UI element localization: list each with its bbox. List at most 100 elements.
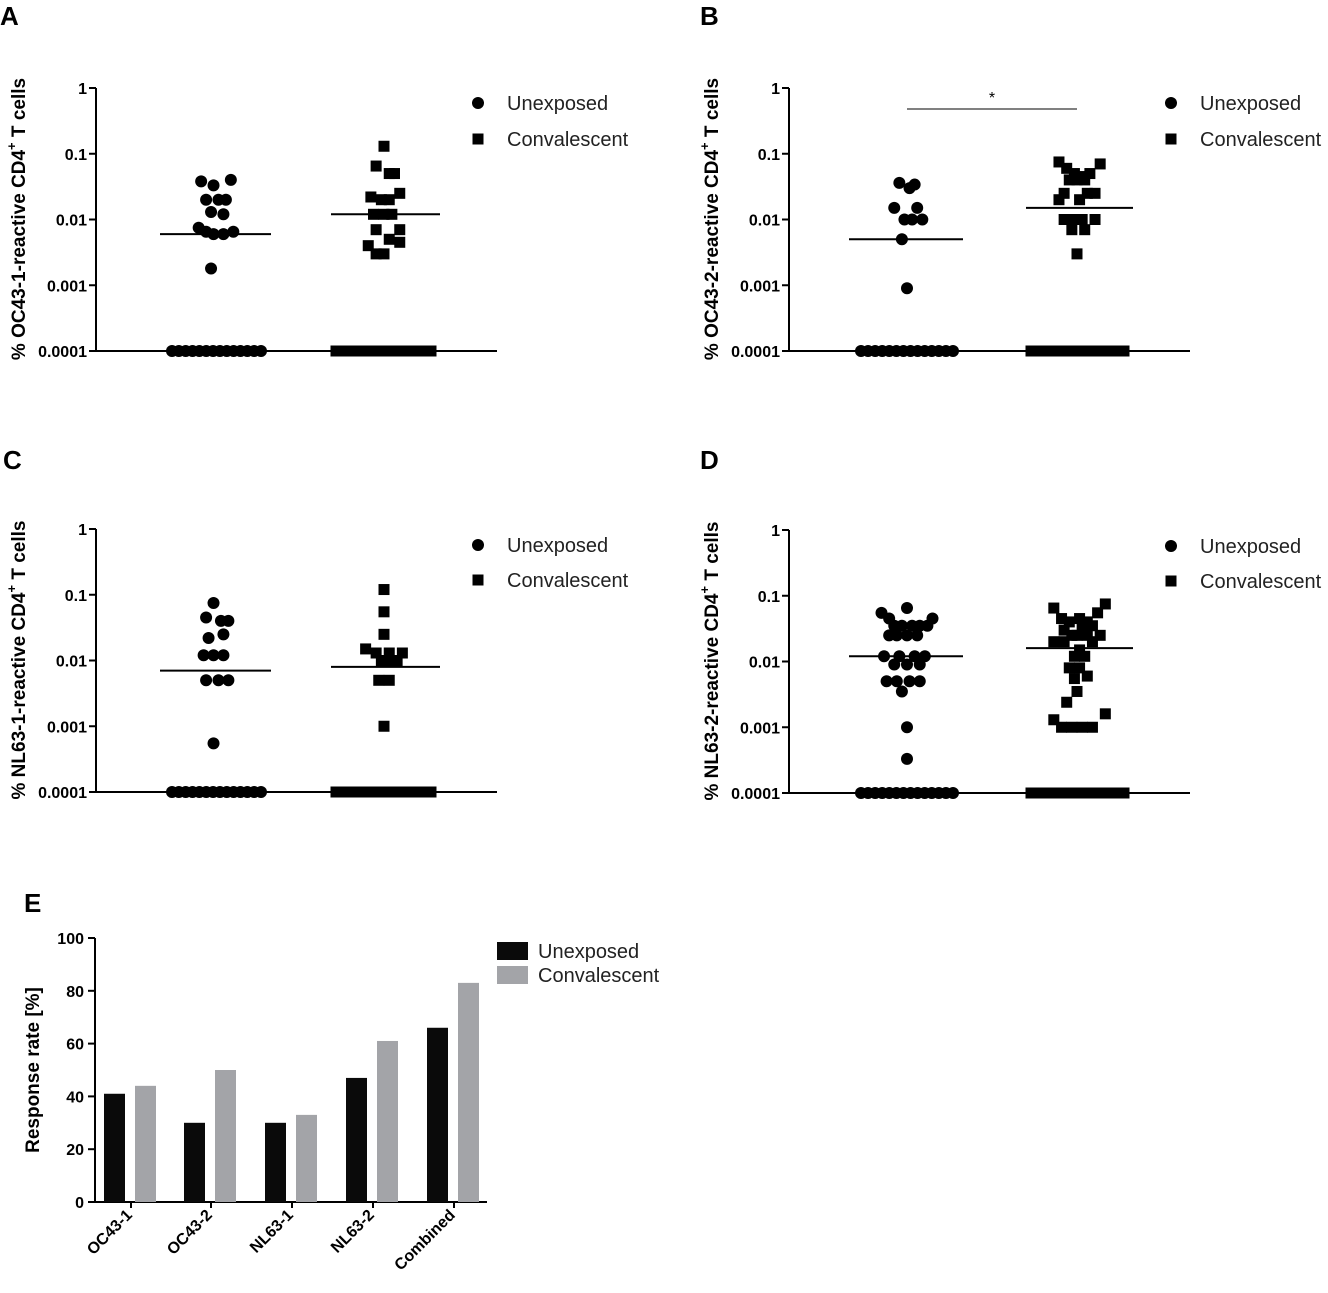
convalescent-zero-point [1075,345,1087,357]
convalescent-point [1068,673,1080,685]
convalescent-zero-point [403,345,415,357]
convalescent-zero-point [345,345,357,357]
convalescent-point [370,160,382,172]
unexposed-point [217,208,230,221]
x-tick-label: OC43-1 [84,1207,136,1259]
convalescent-zero-point [1025,345,1037,357]
legend-circle-icon [472,539,484,551]
y-tick-label: 0.001 [47,719,87,736]
unexposed-point [911,629,924,642]
convalescent-point [1053,194,1065,206]
y-axis-title: Response rate [%] [23,987,44,1153]
convalescent-zero-point [1111,787,1123,799]
y-axis-title: % NL63-2-reactive CD4+ T cells [697,522,723,801]
y-tick-label: 0.1 [65,588,87,605]
unexposed-point [200,611,213,624]
convalescent-point [1056,613,1068,625]
convalescent-point [394,224,406,236]
convalescent-point [396,647,408,659]
legend-label: Unexposed [507,535,608,557]
convalescent-point [378,140,390,152]
convalescent-zero-point [1039,787,1051,799]
unexposed-point [901,602,913,615]
y-axis-title-sup: + [4,142,19,150]
convalescent-zero-point [1082,345,1094,357]
convalescent-point [373,674,385,686]
convalescent-zero-point [381,345,393,357]
y-tick-label: 100 [57,931,84,948]
convalescent-zero-point [1111,345,1123,357]
y-tick-label: 0.0001 [731,344,780,361]
legend-circle-icon [472,97,484,109]
convalescent-point [1061,162,1073,174]
convalescent-point [383,233,395,245]
convalescent-point [1076,620,1088,632]
convalescent-zero-point [1082,787,1094,799]
convalescent-point [1081,187,1093,199]
unexposed-zero-point [947,345,959,357]
convalescent-zero-point [1039,345,1051,357]
panel-c: C 1 0.1 0.01 0.001 0.0001 % NL63-1-reactive CD… [3,445,629,802]
convalescent-zero-point [359,345,371,357]
legend-label: Unexposed [538,941,639,963]
convalescent-point [1074,194,1086,206]
y-axis-title-main: % OC43-2-reactive CD4 [702,150,723,361]
y-tick-label: 80 [66,984,84,1001]
convalescent-point [1066,224,1078,236]
convalescent-zero-point [337,345,349,357]
legend-label: Convalescent [1200,571,1322,593]
unexposed-point [890,675,903,688]
unexposed-point [217,628,230,641]
convalescent-point [1079,224,1091,236]
convalescent-point [1048,714,1060,726]
convalescent-zero-point [403,786,415,798]
convalescent-zero-point [374,786,386,798]
unexposed-point [890,629,903,642]
convalescent-point [362,240,374,252]
unexposed-point [901,629,913,642]
convalescent-point [1074,644,1086,656]
legend-convalescent-swatch [497,966,528,984]
unexposed-point [197,649,210,662]
unexposed-zero-point [255,786,267,798]
y-tick-label: 1 [771,81,780,98]
convalescent-point [1099,708,1111,720]
unexposed-point [205,206,218,219]
y-tick-label: 1 [78,522,87,539]
convalescent-zero-point [330,345,342,357]
unexposed-point [906,213,919,226]
convalescent-zero-point [410,345,422,357]
convalescent-point [391,655,403,666]
unexposed-bar-nl63-1 [265,1122,286,1202]
convalescent-point [378,720,390,732]
panel-letter-a: A [0,1,19,31]
convalescent-zero-point [345,786,357,798]
y-axis-title-main: % NL63-1-reactive CD4 [9,592,30,799]
y-tick-label: 1 [78,81,87,98]
unexposed-point [901,282,913,295]
convalescent-point [378,628,390,640]
x-tick-label: Combined [391,1207,458,1274]
unexposed-point [200,674,213,687]
convalescent-point [1048,636,1060,648]
convalescent-point [1089,214,1101,225]
panel-b: B 1 0.1 0.01 0.001 0.0001 % OC43-2-reactive CD… [697,1,1322,361]
convalescent-point [1068,214,1080,225]
y-tick-label: 20 [66,1142,84,1159]
legend-label: Convalescent [507,570,629,592]
convalescent-point [1086,620,1098,632]
convalescent-point [375,194,387,206]
convalescent-point [394,236,406,248]
unexposed-point [222,674,235,687]
convalescent-point [1079,174,1091,186]
convalescent-point [1058,187,1070,199]
convalescent-zero-point [1104,345,1116,357]
legend-square-icon [472,574,484,586]
convalescent-zero-point [425,345,437,357]
y-axis-title-suffix: T cells [702,522,723,586]
convalescent-zero-point [1046,787,1058,799]
unexposed-bar-oc43-2 [184,1122,205,1202]
y-tick-label: 0.001 [740,278,780,295]
convalescent-zero-point [1118,345,1130,357]
convalescent-zero-point [1089,787,1101,799]
